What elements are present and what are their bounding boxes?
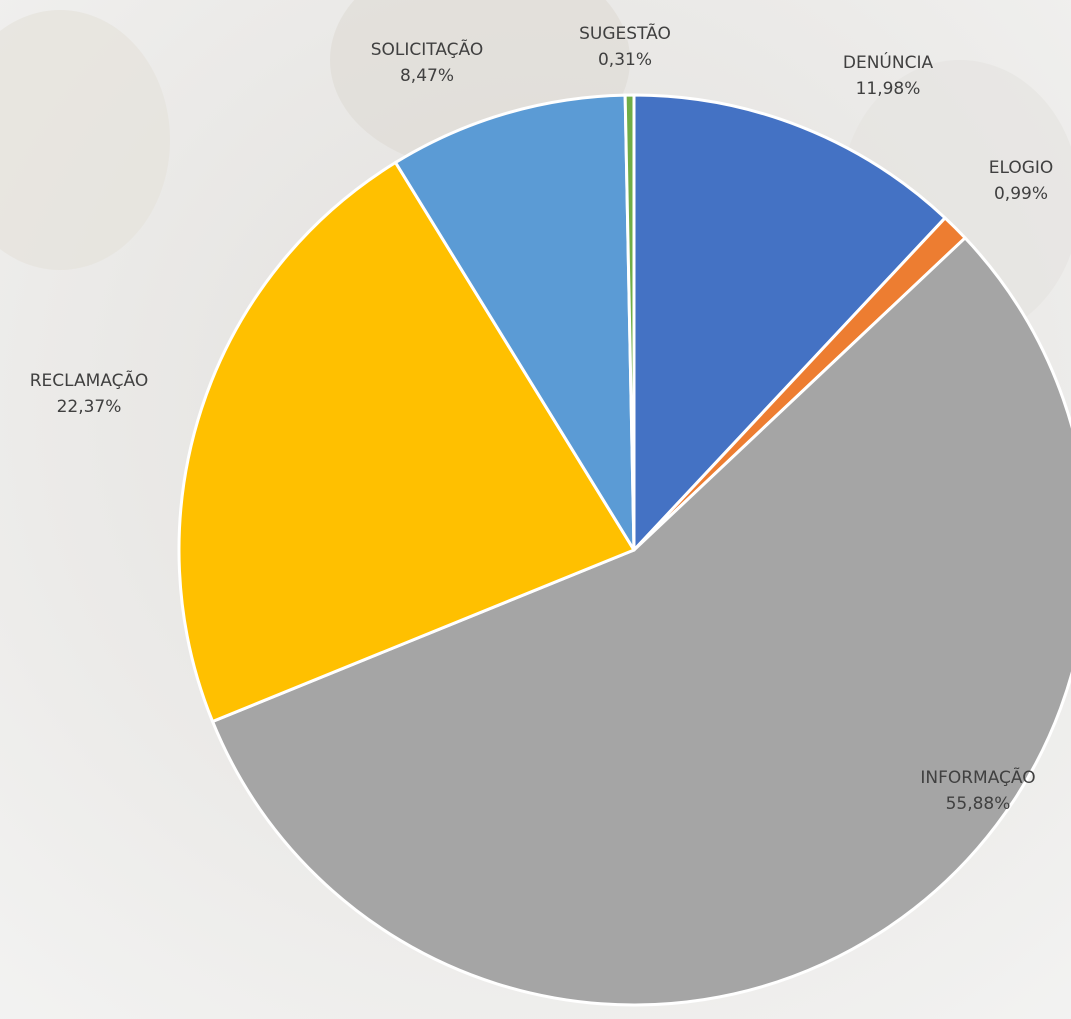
category-label: RECLAMAÇÃO: [30, 369, 149, 391]
category-label: SUGESTÃO: [579, 22, 671, 44]
category-label: SOLICITAÇÃO: [371, 38, 484, 60]
value-label: 8,47%: [400, 66, 454, 86]
category-label: ELOGIO: [989, 158, 1054, 178]
pie-slice: [623, 93, 636, 552]
value-label: 22,37%: [57, 397, 122, 417]
value-label: 55,88%: [946, 794, 1011, 814]
pie-slice: [211, 236, 1071, 1007]
pie: [177, 93, 1071, 1007]
value-label: 0,31%: [598, 50, 652, 70]
labels: DENÚNCIA 11,98% ELOGIO 0,99% INFORMAÇÃO 55,88…: [30, 22, 1054, 814]
category-label: INFORMAÇÃO: [920, 766, 1035, 788]
background-shape: [0, 10, 170, 270]
pie-slice: [177, 160, 636, 723]
value-label: 0,99%: [994, 184, 1048, 204]
value-label: 11,98%: [856, 79, 921, 99]
pie-slice: [394, 93, 636, 552]
category-label: DENÚNCIA: [843, 51, 934, 73]
pie-slice: [632, 93, 947, 552]
